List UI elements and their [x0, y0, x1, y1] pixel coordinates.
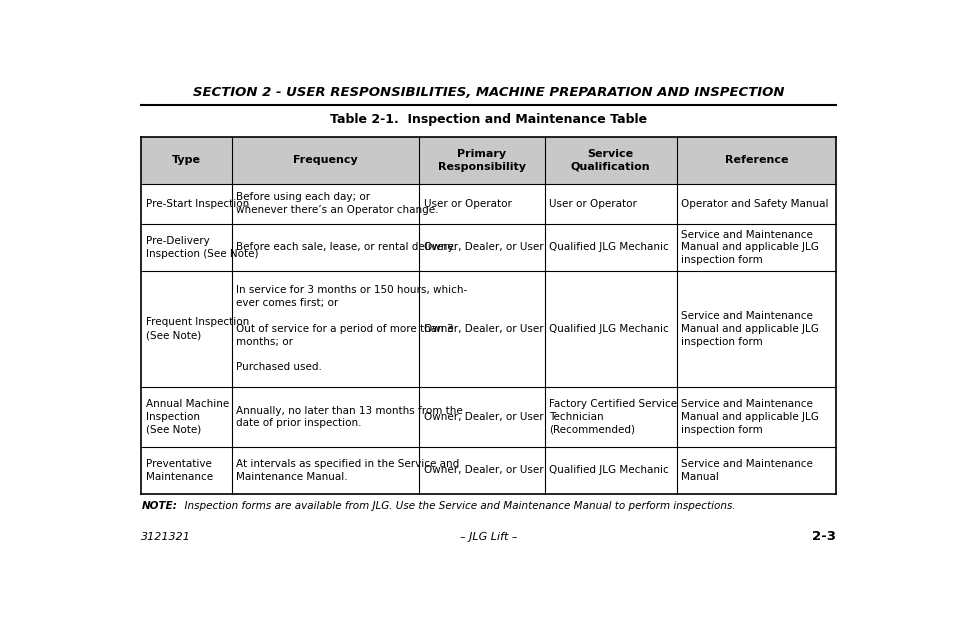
Text: – JLG Lift –: – JLG Lift –: [459, 531, 517, 542]
Text: NOTE:: NOTE:: [141, 501, 177, 512]
Text: Qualified JLG Mechanic: Qualified JLG Mechanic: [548, 324, 668, 334]
Bar: [232, 137, 419, 184]
Text: Preventative
Maintenance: Preventative Maintenance: [146, 459, 213, 482]
Text: Service
Qualification: Service Qualification: [570, 149, 650, 172]
Text: Annually, no later than 13 months from the
date of prior inspection.: Annually, no later than 13 months from t…: [236, 405, 462, 428]
Text: 2-3: 2-3: [812, 530, 836, 543]
Text: Owner, Dealer, or User: Owner, Dealer, or User: [423, 412, 543, 422]
Text: Owner, Dealer, or User: Owner, Dealer, or User: [423, 465, 543, 475]
Text: Pre-Start Inspection: Pre-Start Inspection: [146, 199, 249, 209]
Text: Service and Maintenance
Manual and applicable JLG
inspection form: Service and Maintenance Manual and appli…: [680, 230, 818, 265]
Text: Owner, Dealer, or User: Owner, Dealer, or User: [423, 324, 543, 334]
Text: Reference: Reference: [724, 155, 787, 166]
Text: Service and Maintenance
Manual and applicable JLG
inspection form: Service and Maintenance Manual and appli…: [680, 311, 818, 347]
Text: Before each sale, lease, or rental delivery.: Before each sale, lease, or rental deliv…: [236, 242, 456, 252]
Text: In service for 3 months or 150 hours, which-
ever comes first; or

Out of servic: In service for 3 months or 150 hours, wh…: [236, 286, 467, 372]
Text: Frequency: Frequency: [293, 155, 357, 166]
Text: Service and Maintenance
Manual: Service and Maintenance Manual: [680, 459, 812, 482]
Bar: [419, 137, 544, 184]
Text: SECTION 2 - USER RESPONSIBILITIES, MACHINE PREPARATION AND INSPECTION: SECTION 2 - USER RESPONSIBILITIES, MACHI…: [193, 86, 784, 99]
Text: At intervals as specified in the Service and
Maintenance Manual.: At intervals as specified in the Service…: [236, 459, 459, 482]
Bar: [141, 137, 232, 184]
Text: 3121321: 3121321: [141, 531, 192, 542]
Bar: [544, 137, 676, 184]
Text: Pre-Delivery
Inspection (See Note): Pre-Delivery Inspection (See Note): [146, 236, 258, 259]
Text: Operator and Safety Manual: Operator and Safety Manual: [680, 199, 827, 209]
Text: User or Operator: User or Operator: [548, 199, 637, 209]
Text: Primary
Responsibility: Primary Responsibility: [437, 149, 525, 172]
Text: Qualified JLG Mechanic: Qualified JLG Mechanic: [548, 465, 668, 475]
Text: Qualified JLG Mechanic: Qualified JLG Mechanic: [548, 242, 668, 252]
Text: Before using each day; or
whenever there’s an Operator change.: Before using each day; or whenever there…: [236, 192, 438, 215]
Text: Service and Maintenance
Manual and applicable JLG
inspection form: Service and Maintenance Manual and appli…: [680, 399, 818, 434]
Text: Factory Certified Service
Technician
(Recommended): Factory Certified Service Technician (Re…: [548, 399, 677, 434]
Text: Inspection forms are available from JLG. Use the Service and Maintenance Manual : Inspection forms are available from JLG.…: [178, 501, 736, 512]
Text: Table 2-1.  Inspection and Maintenance Table: Table 2-1. Inspection and Maintenance Ta…: [330, 113, 647, 126]
Text: Frequent Inspection
(See Note): Frequent Inspection (See Note): [146, 318, 249, 340]
Text: Annual Machine
Inspection
(See Note): Annual Machine Inspection (See Note): [146, 399, 229, 434]
Bar: [676, 137, 836, 184]
Text: User or Operator: User or Operator: [423, 199, 511, 209]
Text: Type: Type: [172, 155, 201, 166]
Text: Owner, Dealer, or User: Owner, Dealer, or User: [423, 242, 543, 252]
